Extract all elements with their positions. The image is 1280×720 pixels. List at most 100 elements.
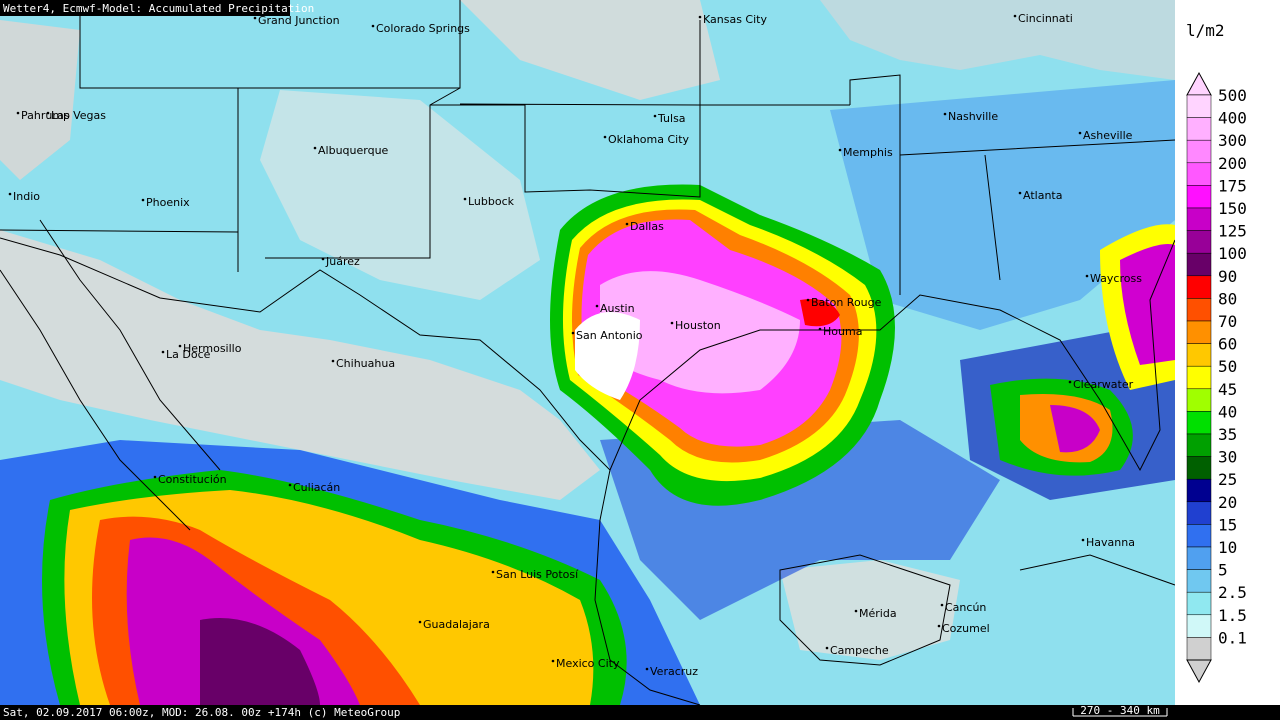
city-label: Guadalajara xyxy=(423,618,490,631)
legend-swatch xyxy=(1186,388,1212,412)
legend-swatch xyxy=(1186,411,1212,435)
legend-label: 400 xyxy=(1218,109,1247,128)
legend-label: 35 xyxy=(1218,425,1237,444)
legend-unit: l/m2 xyxy=(1186,21,1225,40)
city-marker xyxy=(371,24,375,28)
city-marker xyxy=(806,298,810,302)
city-label: Memphis xyxy=(843,146,893,159)
legend-swatch xyxy=(1186,117,1212,141)
legend-label: 40 xyxy=(1218,402,1237,421)
legend-label: 90 xyxy=(1218,267,1237,286)
city-marker xyxy=(818,327,822,331)
precip-texas xyxy=(550,184,895,506)
city-marker xyxy=(603,135,607,139)
city-label: Albuquerque xyxy=(318,144,389,157)
city-marker xyxy=(943,112,947,116)
legend-label: 45 xyxy=(1218,380,1237,399)
city-marker xyxy=(825,646,829,650)
city-label: Culiacán xyxy=(293,481,340,494)
city-label: Asheville xyxy=(1083,129,1133,142)
city-marker xyxy=(288,483,292,487)
city-marker xyxy=(595,304,599,308)
legend-label: 1.5 xyxy=(1218,606,1247,625)
city-label: Campeche xyxy=(830,644,889,657)
city-marker xyxy=(625,222,629,226)
legend-label: 2.5 xyxy=(1218,583,1247,602)
city-label: San Luis Potosí xyxy=(496,568,579,581)
city-marker xyxy=(1078,131,1082,135)
legend-swatch xyxy=(1186,501,1212,525)
city-marker xyxy=(838,148,842,152)
legend-swatch xyxy=(1186,94,1212,118)
legend-swatch xyxy=(1186,275,1212,299)
legend-label: 15 xyxy=(1218,515,1237,534)
legend-swatch xyxy=(1186,343,1212,367)
legend: 500 400 300 200 175 150 125 100 90 80 70 60 50 45 40 35… xyxy=(1186,71,1247,684)
legend-label: 300 xyxy=(1218,131,1247,150)
city-label: Atlanta xyxy=(1023,189,1062,202)
legend-swatch xyxy=(1186,365,1212,390)
footer-info: Sat, 02.09.2017 06:00z, MOD: 26.08. 00z … xyxy=(3,706,400,719)
city-marker xyxy=(418,620,422,624)
city-marker xyxy=(178,344,182,348)
city-marker xyxy=(1068,380,1072,384)
city-marker xyxy=(670,321,674,325)
city-label: Houma xyxy=(823,325,862,338)
legend-swatch xyxy=(1186,298,1212,322)
legend-swatch xyxy=(1186,591,1212,616)
city-marker xyxy=(698,15,702,19)
dry-land xyxy=(0,0,1175,660)
city-label: Indio xyxy=(13,190,40,203)
borders xyxy=(0,0,1176,706)
legend-label: 150 xyxy=(1218,199,1247,218)
legend-swatch xyxy=(1186,546,1212,570)
legend-label: 80 xyxy=(1218,289,1237,308)
legend-swatch xyxy=(1186,478,1212,503)
city-marker xyxy=(1018,191,1022,195)
legend-swatch xyxy=(1186,320,1212,344)
city-marker xyxy=(321,257,325,261)
city-marker xyxy=(16,111,20,115)
legend-swatch xyxy=(1186,637,1212,661)
legend-label: 10 xyxy=(1218,538,1237,557)
city-marker xyxy=(645,667,649,671)
legend-label: 100 xyxy=(1218,244,1247,263)
city-label: Mexico City xyxy=(556,657,620,670)
city-label: Nashville xyxy=(948,110,998,123)
title: Wetter4, Ecmwf-Model: Accumulated Precip… xyxy=(3,2,314,15)
legend-label: 25 xyxy=(1218,470,1237,489)
city-label: Tulsa xyxy=(657,112,686,125)
city-label: Las Vegas xyxy=(51,109,106,122)
city-label: Pahrump xyxy=(21,109,70,122)
legend-label: 0.1 xyxy=(1218,628,1247,647)
legend-swatch xyxy=(1186,433,1212,457)
city-label: Cincinnati xyxy=(1018,12,1073,25)
city-marker xyxy=(313,146,317,150)
legend-swatch xyxy=(1186,230,1212,254)
city-marker xyxy=(854,609,858,613)
city-label: Dallas xyxy=(630,220,664,233)
city-marker xyxy=(46,111,50,115)
city-label: Juárez xyxy=(325,255,360,268)
legend-label: 70 xyxy=(1218,312,1237,331)
city-marker xyxy=(551,659,555,663)
city-label: Oklahoma City xyxy=(608,133,690,146)
city-marker xyxy=(8,192,12,196)
city-label: Cozumel xyxy=(942,622,990,635)
city-label: Kansas City xyxy=(703,13,767,26)
legend-arrow-bottom xyxy=(1186,659,1212,684)
legend-label: 30 xyxy=(1218,448,1237,467)
city-marker xyxy=(463,197,467,201)
city-marker xyxy=(153,475,157,479)
legend-label: 200 xyxy=(1218,154,1247,173)
city-label: Colorado Springs xyxy=(376,22,470,35)
legend-swatch xyxy=(1186,614,1212,638)
city-label: Houston xyxy=(675,319,721,332)
city-marker xyxy=(141,198,145,202)
city-label: Lubbock xyxy=(468,195,515,208)
city-label: Baton Rouge xyxy=(811,296,882,309)
city-marker xyxy=(571,331,575,335)
city-label: Cancún xyxy=(945,601,986,614)
